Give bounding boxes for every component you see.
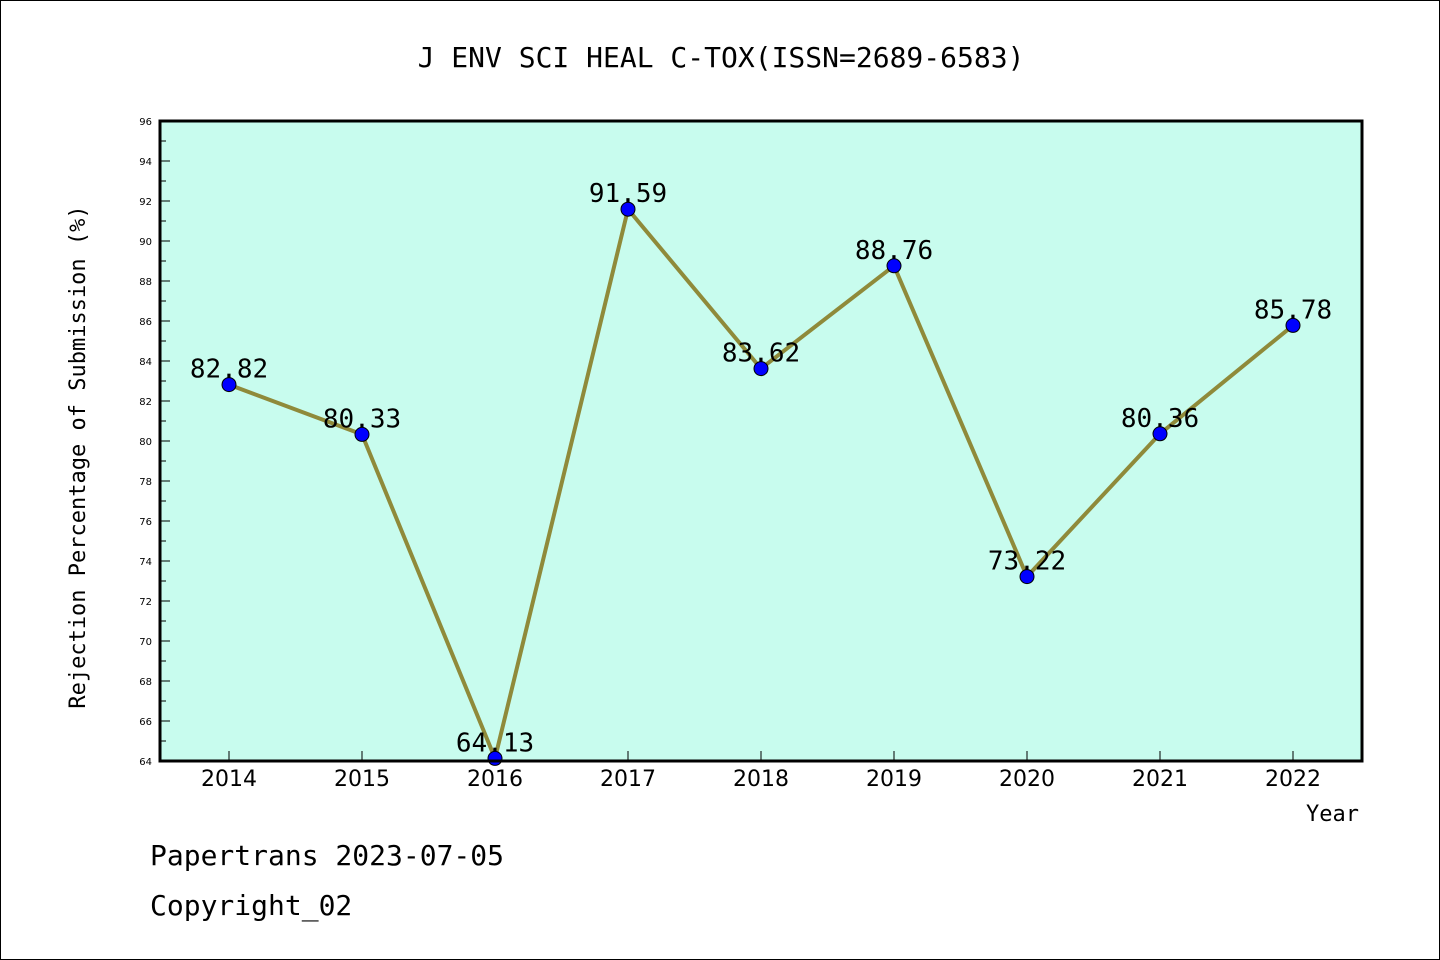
data-point	[620, 201, 636, 217]
y-tick-label: 76	[139, 517, 152, 528]
y-tick-label: 68	[139, 677, 152, 688]
y-tick-label: 96	[139, 117, 152, 128]
y-tick-label: 64	[139, 757, 152, 768]
data-point	[886, 258, 902, 274]
data-label: 80.33	[323, 404, 401, 434]
y-tick-label: 88	[139, 277, 152, 288]
data-labels: 82.82 80.33 64.13 91.59 83.62 88.76 73.22 80.36…	[190, 179, 1332, 758]
data-point	[1152, 426, 1168, 442]
x-tick-label: 2015	[334, 767, 390, 792]
y-tick-label: 78	[139, 477, 152, 488]
y-tick-label: 92	[139, 197, 152, 208]
plot-border	[158, 119, 1364, 763]
y-tick-label: 84	[139, 357, 152, 368]
x-tick-label: 2014	[201, 767, 257, 792]
y-tick-label: 72	[139, 597, 152, 608]
data-label: 83.62	[722, 339, 800, 369]
data-label: 80.36	[1121, 404, 1199, 434]
x-tick-label: 2018	[733, 767, 789, 792]
data-point	[1285, 317, 1301, 333]
data-label: 85.78	[1254, 295, 1332, 325]
y-tick-label: 90	[139, 237, 152, 248]
data-point	[1019, 569, 1035, 585]
chart-title: J ENV SCI HEAL C-TOX(ISSN=2689-6583)	[418, 41, 1025, 74]
data-label: 91.59	[589, 179, 667, 209]
plot-area	[160, 121, 1362, 761]
y-tick-label: 94	[139, 157, 152, 168]
x-tick-label: 2022	[1265, 767, 1321, 792]
x-tick-label: 2019	[866, 767, 922, 792]
x-tick-label: 2020	[999, 767, 1055, 792]
x-tick-label: 2017	[600, 767, 656, 792]
footer-copyright-text: Copyright_02	[150, 889, 352, 923]
x-tick-label: 2021	[1132, 767, 1188, 792]
x-axis-ticks: 2014 2015 2016 2017 2018 2019 2020 2021 2022	[201, 751, 1321, 792]
y-tick-label: 74	[139, 557, 152, 568]
y-axis-label: Rejection Percentage of Submission (%)	[66, 205, 91, 708]
footer-date-text: Papertrans 2023-07-05	[150, 839, 504, 872]
data-point	[354, 426, 370, 442]
x-axis-label: Year	[1306, 802, 1359, 827]
series-markers	[221, 201, 1301, 766]
y-tick-label: 80	[139, 437, 152, 448]
data-label: 73.22	[988, 547, 1066, 577]
data-point	[221, 377, 237, 393]
y-tick-label: 86	[139, 317, 152, 328]
data-label: 88.76	[855, 236, 933, 266]
data-point	[753, 361, 769, 377]
data-label: 64.13	[456, 728, 534, 758]
y-tick-label: 82	[139, 397, 152, 408]
x-tick-label: 2016	[467, 767, 523, 792]
y-tick-label: 70	[139, 637, 152, 648]
data-label: 82.82	[190, 355, 268, 385]
y-tick-label: 66	[139, 717, 152, 728]
